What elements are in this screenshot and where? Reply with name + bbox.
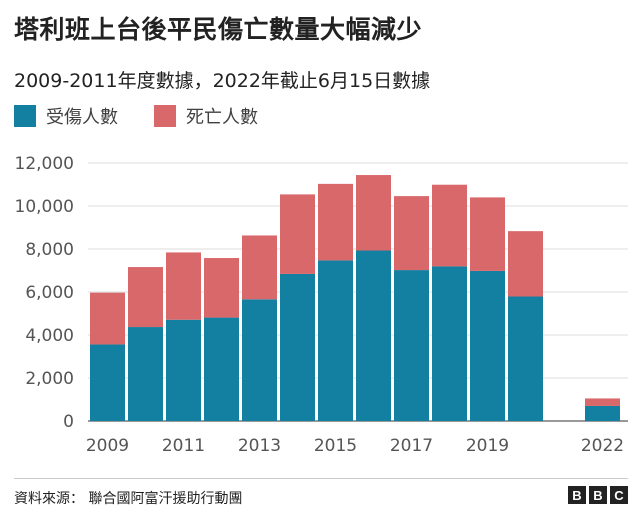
bar-injured [318, 260, 353, 421]
bar-killed [318, 183, 353, 261]
bar-killed [280, 194, 315, 274]
bbc-logo-b2: B [589, 486, 607, 504]
bar-killed [242, 235, 277, 300]
bar-killed [128, 267, 163, 328]
bar-killed [432, 184, 467, 267]
y-tick-label: 8,000 [25, 240, 74, 260]
y-tick-label: 0 [63, 412, 74, 432]
y-tick-label: 4,000 [25, 326, 74, 346]
bbc-logo-c: C [610, 486, 628, 504]
bar-injured [166, 319, 201, 421]
bar-injured [128, 327, 163, 421]
bar-killed [204, 258, 239, 318]
bar-killed [394, 196, 429, 271]
bar-killed [508, 231, 543, 297]
legend-swatch-killed [154, 105, 176, 127]
y-tick-label: 6,000 [25, 283, 74, 303]
legend-item-killed: 死亡人數 [154, 103, 258, 129]
chart-title: 塔利班上台後平民傷亡數量大幅減少 [14, 15, 423, 44]
bar-injured [508, 296, 543, 421]
bar-killed [585, 398, 620, 406]
x-tick-label: 2022 [581, 436, 624, 456]
y-tick-label: 10,000 [15, 197, 74, 217]
x-tick-label: 2017 [390, 436, 433, 456]
bbc-logo-b1: B [568, 486, 586, 504]
legend-label-killed: 死亡人數 [186, 107, 258, 128]
bar-killed [90, 292, 125, 345]
source-note: 資料來源： 聯合國阿富汗援助行動團 [14, 491, 243, 507]
stacked-bar-chart: 0 2,000 4,000 6,000 8,000 10,000 12,000 2009 201… [15, 154, 628, 456]
x-tick-label: 2019 [466, 436, 509, 456]
legend-item-injured: 受傷人數 [14, 103, 118, 129]
x-tick-label: 2015 [314, 436, 357, 456]
footer-divider [14, 478, 628, 479]
bar-injured [585, 405, 620, 421]
bar-injured [394, 270, 429, 421]
bar-injured [204, 317, 239, 421]
legend-label-injured: 受傷人數 [46, 107, 118, 128]
x-tick-label: 2011 [162, 436, 205, 456]
y-tick-label: 12,000 [15, 154, 74, 174]
legend: 受傷人數 死亡人數 [14, 103, 294, 129]
bar-injured [242, 299, 277, 421]
bar-injured [470, 270, 505, 421]
bar-injured [432, 266, 467, 421]
x-tick-label: 2013 [238, 436, 281, 456]
y-tick-label: 2,000 [25, 369, 74, 389]
bar-killed [356, 175, 391, 251]
x-tick-label: 2009 [86, 436, 129, 456]
bar-killed [166, 252, 201, 320]
bar-killed [470, 197, 505, 271]
bar-injured [356, 250, 391, 421]
bar-injured [280, 273, 315, 421]
bbc-logo: B B C [565, 486, 628, 504]
bar-injured [90, 344, 125, 421]
chart-subtitle: 2009-2011年度數據，2022年截止6月15日數據 [14, 70, 431, 92]
legend-swatch-injured [14, 105, 36, 127]
